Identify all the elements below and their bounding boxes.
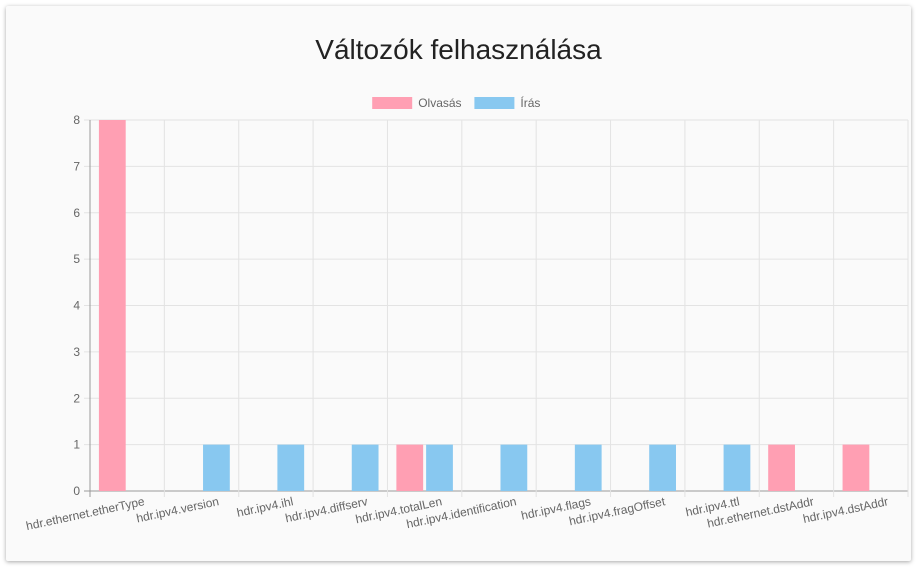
y-tick-label: 3	[73, 345, 80, 359]
bar-Írás[interactable]	[500, 444, 528, 491]
y-tick-label: 2	[73, 391, 80, 405]
bar-Írás[interactable]	[277, 444, 305, 491]
y-tick-label: 1	[73, 438, 80, 452]
bar-Olvasás[interactable]	[768, 444, 795, 491]
bar-Olvasás[interactable]	[98, 120, 126, 491]
bar-Írás[interactable]	[574, 444, 602, 491]
y-tick-label: 8	[73, 113, 80, 127]
x-tick-label: hdr.ipv4.version	[135, 494, 220, 525]
bar-Írás[interactable]	[203, 444, 230, 491]
chart-card: Változók felhasználása	[6, 6, 911, 561]
y-tick-label: 4	[73, 299, 80, 313]
legend-swatch[interactable]	[372, 97, 413, 109]
legend-label[interactable]: Írás	[520, 95, 540, 110]
bar-Olvasás[interactable]	[396, 444, 424, 491]
y-tick-label: 5	[73, 252, 80, 266]
legend-swatch[interactable]	[474, 97, 515, 109]
bar-Írás[interactable]	[649, 444, 676, 491]
bar-Írás[interactable]	[426, 444, 453, 491]
x-tick-label: hdr.ipv4.dstAddr	[802, 494, 890, 526]
y-tick-label: 0	[73, 484, 80, 498]
bar-Írás[interactable]	[351, 444, 379, 491]
y-tick-label: 7	[73, 159, 80, 173]
x-tick-label: hdr.ethernet.etherType	[25, 494, 146, 533]
bar-Olvasás[interactable]	[842, 444, 870, 491]
y-tick-label: 6	[73, 206, 80, 220]
chart-title: Változók felhasználása	[315, 34, 602, 65]
legend-label[interactable]: Olvasás	[418, 96, 461, 110]
bar-Írás[interactable]	[723, 444, 751, 491]
